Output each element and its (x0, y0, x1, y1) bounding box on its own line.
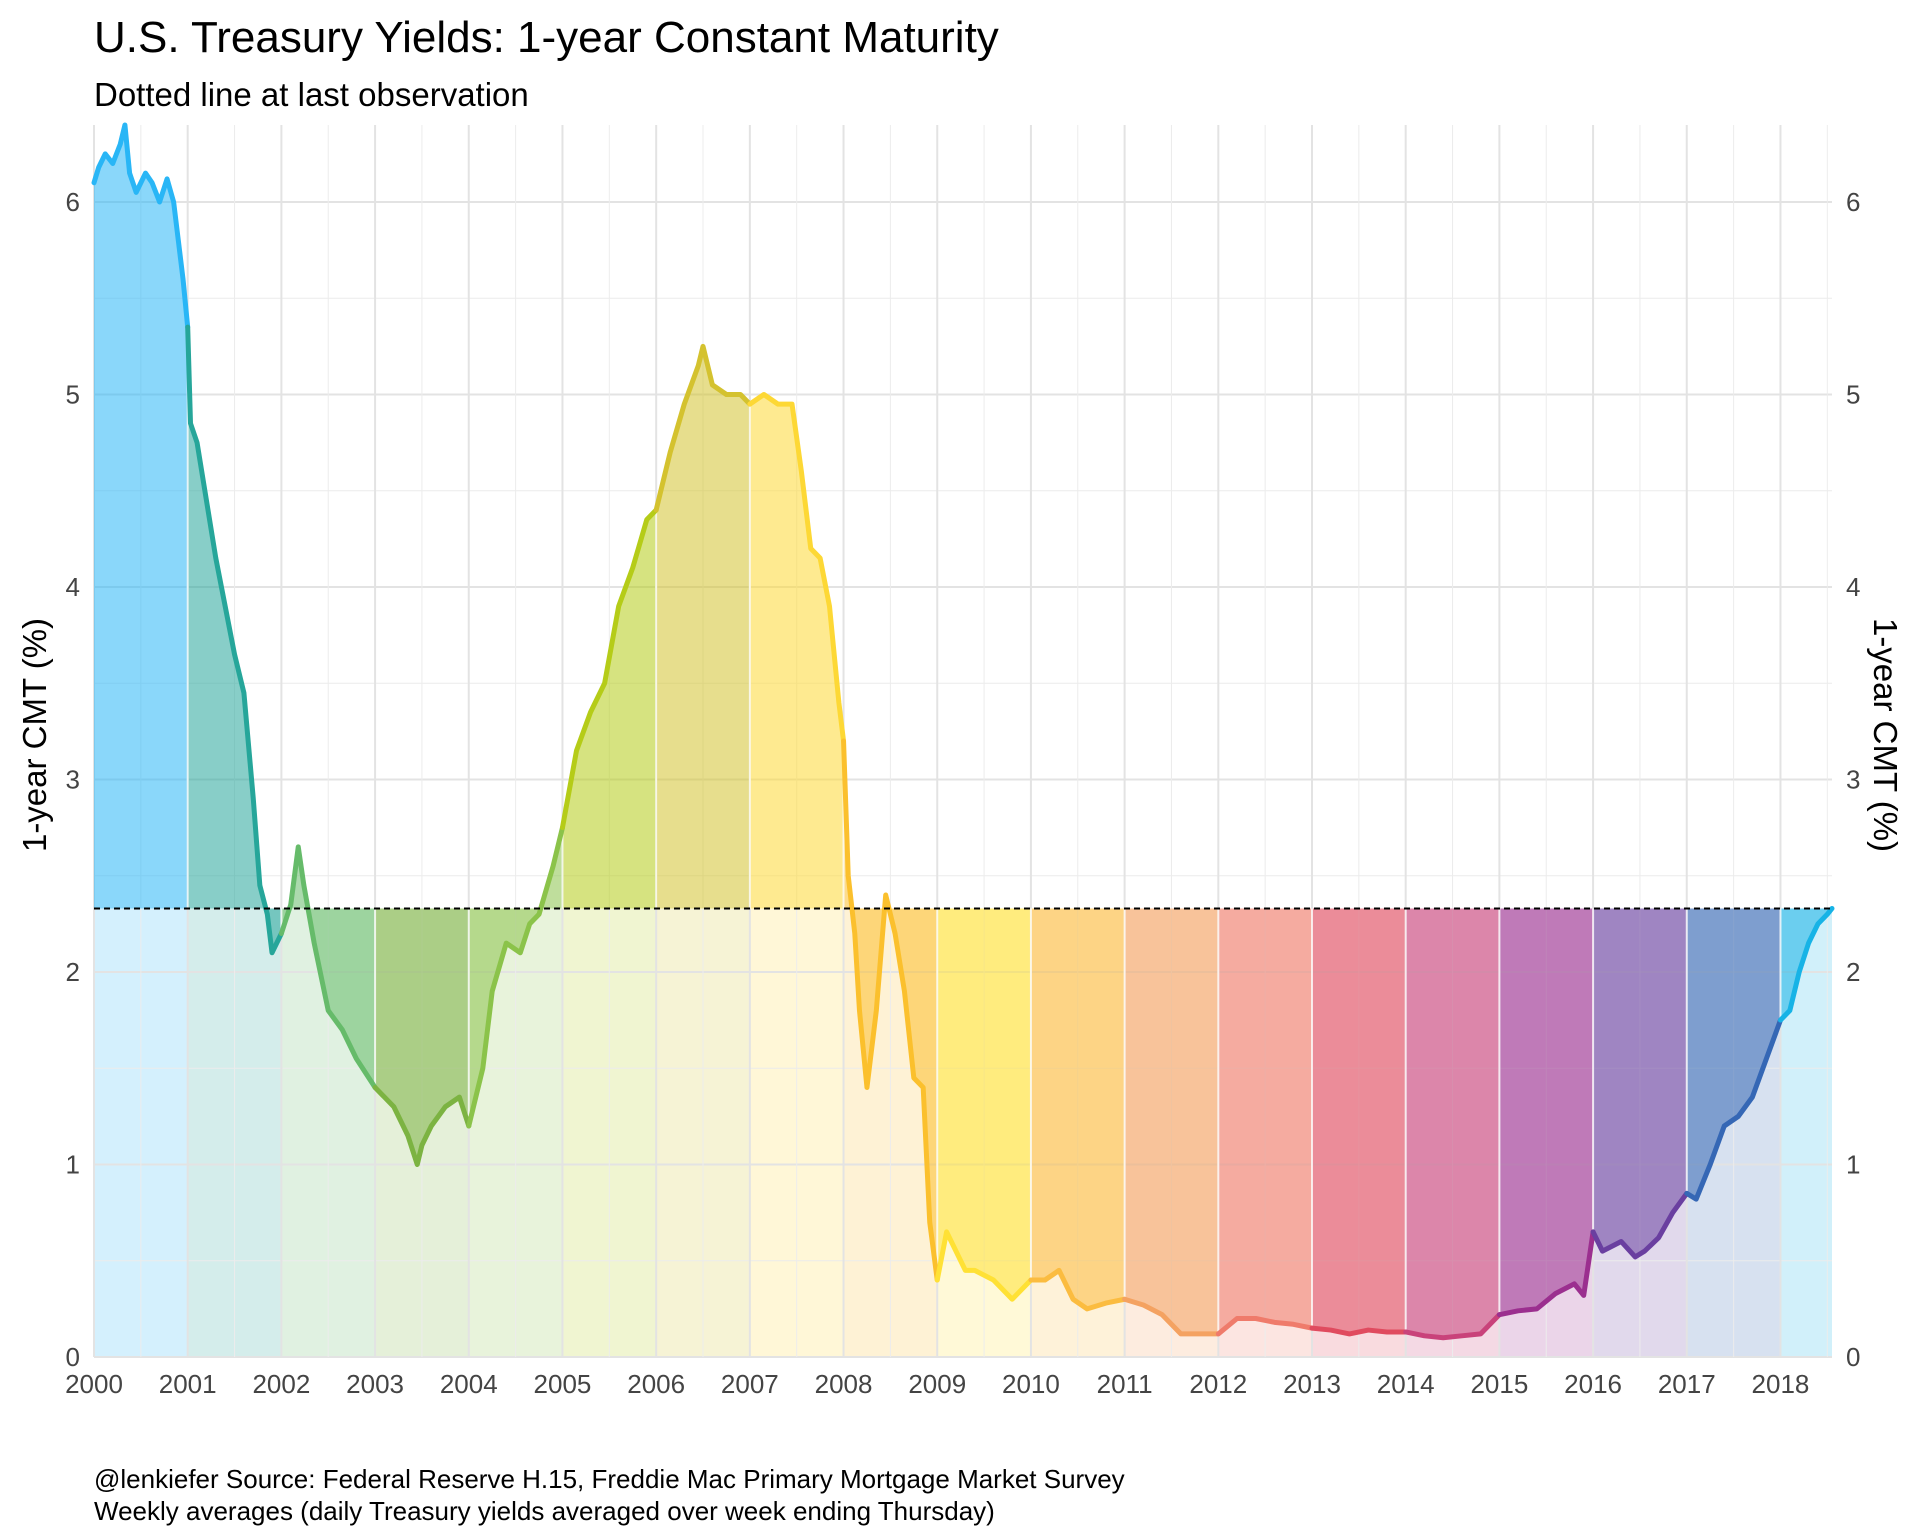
year-area (656, 346, 750, 909)
x-tick-label: 2011 (1097, 1369, 1153, 1399)
x-tick-label: 2015 (1470, 1369, 1528, 1399)
series-line-segment (653, 343, 753, 513)
series-line-segment (1122, 1296, 1221, 1337)
y-tick-label-left: 5 (66, 380, 80, 410)
y-axis-title-right: 1-year CMT (%) (1867, 618, 1904, 852)
x-tick-label: 2001 (159, 1369, 217, 1399)
year-area (1030, 908, 1125, 1309)
series-line-segment (1403, 1312, 1502, 1341)
year-area (1218, 908, 1313, 1334)
x-tick-label: 2000 (65, 1369, 123, 1399)
series-line-segment (185, 324, 284, 956)
x-tick-label: 2013 (1283, 1369, 1341, 1399)
year-area (1405, 908, 1500, 1338)
year-area (1312, 908, 1406, 1334)
x-tick-label: 2016 (1564, 1369, 1622, 1399)
x-tick-label: 2002 (252, 1369, 310, 1399)
series-line-segment (1028, 1267, 1128, 1312)
x-tick-label: 2009 (908, 1369, 966, 1399)
x-tick-label: 2003 (346, 1369, 404, 1399)
area-fills (94, 125, 1832, 1338)
y-axis-left: 0 1 2 3 4 5 6 (66, 187, 80, 1372)
year-area (937, 908, 1031, 1300)
series-line-segment (372, 1085, 472, 1167)
chart-title: U.S. Treasury Yields: 1-year Constant Ma… (94, 13, 999, 62)
caption-line-2: Weekly averages (daily Treasury yields a… (94, 1496, 995, 1526)
x-axis: 2000 2001 2002 2003 2004 2005 2006 2007 2008 2009… (65, 1369, 1809, 1399)
series-line-segment (841, 738, 940, 1283)
series-line-segment (1590, 1190, 1690, 1260)
series-line-segment (1496, 1229, 1596, 1318)
caption-line-1: @lenkiefer Source: Federal Reserve H.15,… (94, 1464, 1125, 1494)
year-area (562, 510, 657, 909)
y-tick-label-right: 5 (1846, 380, 1860, 410)
y-tick-label-left: 6 (66, 187, 80, 217)
x-tick-label: 2010 (1002, 1369, 1060, 1399)
y-tick-label-right: 3 (1846, 765, 1860, 795)
chart-subtitle: Dotted line at last observation (94, 76, 529, 113)
x-tick-label: 2018 (1752, 1369, 1810, 1399)
series-line-segment (1777, 905, 1835, 1023)
x-tick-label: 2012 (1189, 1369, 1247, 1399)
y-tick-label-left: 0 (66, 1342, 80, 1372)
series-line-segment (747, 392, 847, 744)
series-line-segment (91, 122, 191, 330)
series-line-segment (559, 507, 659, 831)
y-tick-label-right: 0 (1846, 1342, 1860, 1372)
year-area (749, 394, 844, 909)
series-line-segment (934, 1229, 1034, 1302)
year-area (94, 125, 188, 909)
series-line-segment (1684, 1017, 1783, 1202)
y-tick-label-right: 1 (1846, 1150, 1860, 1180)
x-tick-label: 2006 (627, 1369, 685, 1399)
x-tick-label: 2014 (1377, 1369, 1435, 1399)
year-area (843, 741, 938, 1280)
y-tick-label-right: 4 (1846, 572, 1860, 602)
y-tick-label-right: 6 (1846, 187, 1860, 217)
year-area (281, 846, 376, 1088)
y-tick-label-left: 4 (66, 572, 80, 602)
x-tick-label: 2008 (815, 1369, 873, 1399)
year-area (1499, 908, 1594, 1315)
year-area (187, 327, 282, 953)
y-tick-label-left: 2 (66, 957, 80, 987)
y-tick-label-left: 3 (66, 765, 80, 795)
y-tick-label-left: 1 (66, 1150, 80, 1180)
x-tick-label: 2007 (721, 1369, 779, 1399)
y-axis-right: 0 1 2 3 4 5 6 (1846, 187, 1860, 1372)
year-area (1124, 908, 1219, 1334)
series-line-segment (1215, 1316, 1315, 1337)
series-line-segment (278, 844, 378, 1090)
x-tick-label: 2017 (1658, 1369, 1716, 1399)
x-tick-label: 2004 (440, 1369, 498, 1399)
year-area (1686, 908, 1781, 1200)
y-axis-title-left: 1-year CMT (%) (16, 618, 53, 852)
year-area (468, 827, 563, 1126)
year-area (375, 908, 469, 1165)
y-tick-label-right: 2 (1846, 957, 1860, 987)
series-line-segment (466, 825, 565, 1129)
x-tick-label: 2005 (534, 1369, 592, 1399)
year-area (1593, 908, 1687, 1257)
series-line (91, 122, 1835, 1341)
series-line-segment (1309, 1325, 1409, 1337)
